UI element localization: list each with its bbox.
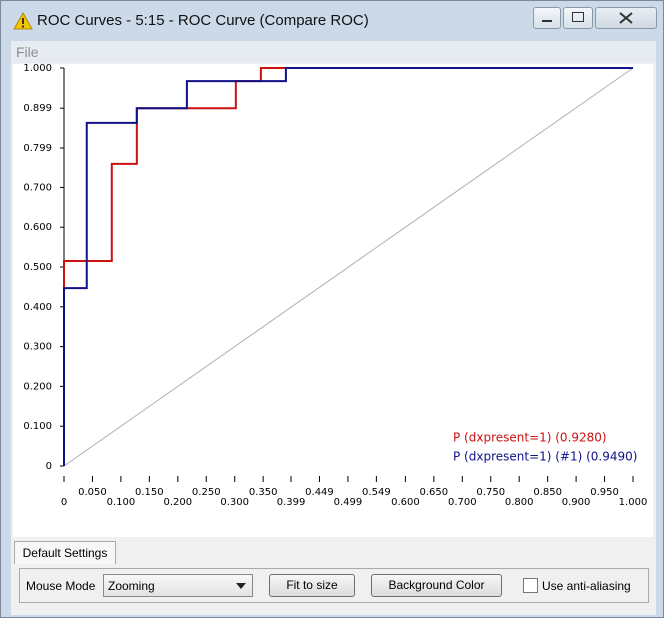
close-button[interactable] xyxy=(595,7,657,29)
legend-entry: P (dxpresent=1) (#1) (0.9490) xyxy=(453,450,637,464)
maximize-button[interactable] xyxy=(563,7,593,29)
y-tick-label: 0.799 xyxy=(23,143,52,154)
x-tick-label: 0.750 xyxy=(476,487,505,498)
x-tick-label: 0.399 xyxy=(277,497,306,508)
x-tick-label: 0.250 xyxy=(192,487,221,498)
x-tick-label: 0.300 xyxy=(220,497,249,508)
mouse-mode-value: Zooming xyxy=(108,579,155,593)
x-tick-label: 0.800 xyxy=(505,497,534,508)
checkbox-label: Use anti-aliasing xyxy=(542,579,631,593)
y-tick-label: 1.000 xyxy=(23,64,52,74)
x-tick-label: 0.600 xyxy=(391,497,420,508)
dropdown-arrow xyxy=(236,583,246,589)
window-title: ROC Curves - 5:15 - ROC Curve (Compare R… xyxy=(37,12,369,29)
x-tick-label: 0.950 xyxy=(590,487,619,498)
menu-bar: File xyxy=(11,41,656,64)
roc-curve xyxy=(63,67,633,466)
y-tick-label: 0.400 xyxy=(23,302,52,313)
x-tick-label: 0.449 xyxy=(305,487,334,498)
mouse-mode-select[interactable]: Zooming xyxy=(103,574,253,597)
legend-entry: P (dxpresent=1) (0.9280) xyxy=(453,431,607,445)
x-tick-label: 0.050 xyxy=(78,487,107,498)
x-tick-label: 0.350 xyxy=(249,487,278,498)
close-icon xyxy=(619,12,633,24)
chart: 0 0.100 0.200 0.300 0.400 0.500 0.600 0.700 0.79… xyxy=(13,64,653,537)
menu-item[interactable]: File xyxy=(16,44,39,60)
x-tick-label: 0.700 xyxy=(448,497,477,508)
x-tick-label: 0.900 xyxy=(562,497,591,508)
minimize-button[interactable] xyxy=(533,7,561,29)
warning-icon xyxy=(13,12,33,30)
x-tick-label: 1.000 xyxy=(619,497,648,508)
tab[interactable]: Default Settings xyxy=(14,541,116,564)
y-tick-label: 0.700 xyxy=(23,182,52,193)
x-tick-label: 0.150 xyxy=(135,487,164,498)
background-color-button[interactable]: Background Color xyxy=(371,574,502,597)
x-tick-label: 0.100 xyxy=(107,497,136,508)
y-tick-label: 0.100 xyxy=(23,421,52,432)
fit-button[interactable]: Fit to size xyxy=(269,574,355,597)
y-tick-label: 0.500 xyxy=(23,262,52,273)
y-tick-label: 0.600 xyxy=(23,222,52,233)
settings-group: Mouse Mode Zooming Fit to size Backgroun… xyxy=(19,568,649,603)
x-tick-label: 0.650 xyxy=(420,487,449,498)
x-tick-label: 0.850 xyxy=(533,487,562,498)
y-tick-label: 0.300 xyxy=(23,342,52,353)
y-tick-label: 0.899 xyxy=(23,103,52,114)
x-tick-label: 0.499 xyxy=(334,497,363,508)
diagonal xyxy=(63,67,634,467)
title-bar: ROC Curves - 5:15 - ROC Curve (Compare R… xyxy=(1,1,663,37)
x-tick-label: 0 xyxy=(61,497,67,508)
x-tick-label: 0.549 xyxy=(362,487,391,498)
y-tick-label: 0.200 xyxy=(23,381,52,392)
checkbox[interactable] xyxy=(523,578,538,593)
x-tick-label: 0.200 xyxy=(163,497,192,508)
y-tick-label: 0 xyxy=(46,461,52,472)
mouse-mode-label: Mouse Mode xyxy=(26,579,96,593)
